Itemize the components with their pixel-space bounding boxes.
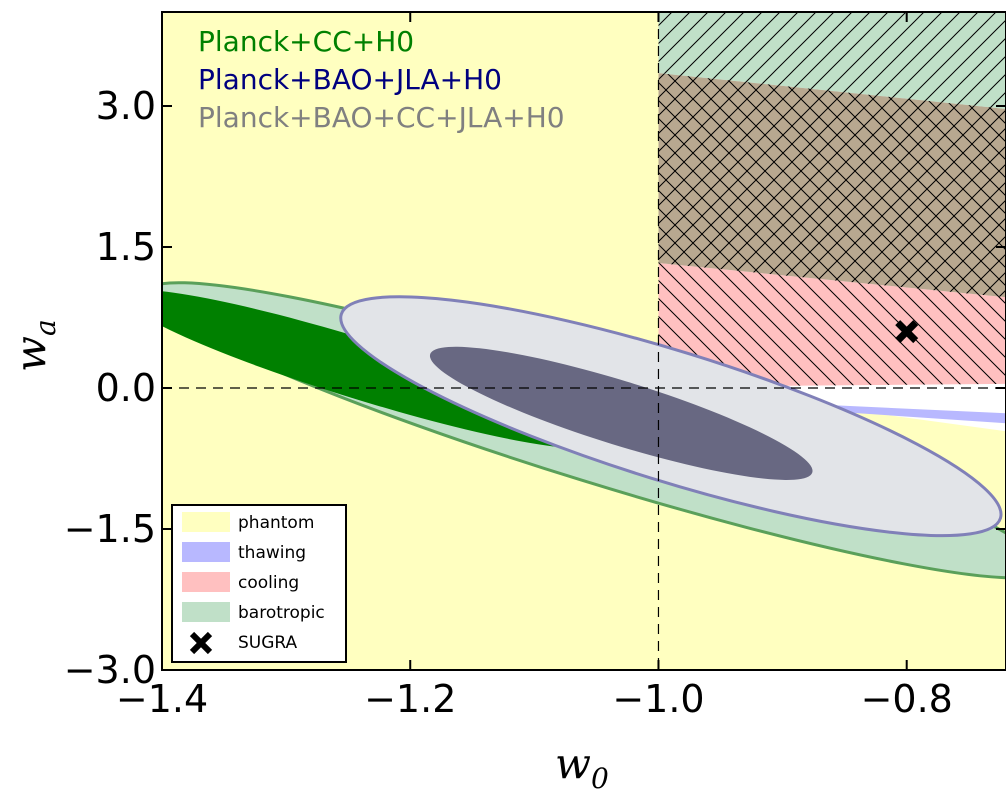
overlap-hatch-back — [658, 73, 1006, 298]
cooling-hatch — [658, 263, 1006, 387]
y-tick-label: 1.5 — [96, 225, 156, 269]
legend-label-phantom: phantom — [238, 513, 314, 533]
annotation-1: Planck+BAO+JLA+H0 — [198, 63, 502, 96]
y-tick-label: 0.0 — [96, 366, 156, 410]
plot-frame — [161, 11, 1006, 671]
x-tick-label: −0.8 — [861, 677, 953, 721]
annotation-0: Planck+CC+H0 — [198, 25, 414, 58]
x-tick-label: −1.2 — [364, 677, 456, 721]
legend-swatch-barotropic — [182, 602, 230, 622]
thawing-region — [757, 397, 1006, 424]
legend-marker-sugra — [189, 631, 213, 655]
annotation-2: Planck+BAO+CC+JLA+H0 — [198, 101, 565, 134]
x-tick-label: −1.0 — [612, 677, 704, 721]
x-axis-label: w0 — [555, 739, 609, 790]
legend: phantom thawing cooling barotropic SUGRA — [171, 504, 347, 663]
plot-area — [162, 12, 1006, 670]
legend-label-sugra: SUGRA — [238, 633, 298, 653]
legend-label-barotropic: barotropic — [238, 603, 325, 623]
legend-label-cooling: cooling — [238, 573, 299, 593]
sugra-point — [895, 320, 919, 344]
axis-ticks: −1.4 −1.2 −1.0 −0.8 −3.0 −1.5 0.0 1.5 3.0 — [64, 12, 1006, 721]
contour-layer — [162, 281, 1006, 580]
y-axis-label: wa — [6, 319, 62, 372]
y-tick-label: −3.0 — [64, 648, 156, 692]
contour-planck-bao-cc-jla-h0-68 — [429, 346, 813, 480]
x-tick-label: −1.4 — [116, 677, 208, 721]
y-tick-label: −1.5 — [64, 507, 156, 551]
legend-label-thawing: thawing — [238, 543, 306, 563]
legend-swatch-cooling — [182, 572, 230, 592]
legend-swatch-phantom — [182, 512, 230, 532]
barotropic-hatch — [658, 12, 1006, 109]
legend-swatch-thawing — [182, 542, 230, 562]
y-tick-label: 3.0 — [96, 84, 156, 128]
